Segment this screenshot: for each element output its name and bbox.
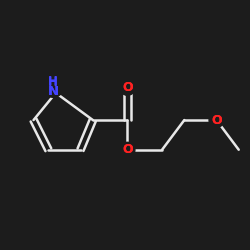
Text: O: O [122, 82, 133, 94]
Text: O: O [211, 114, 222, 126]
Text: O: O [211, 114, 222, 126]
Circle shape [120, 80, 135, 95]
Text: N: N [48, 85, 59, 98]
Text: H: H [48, 75, 58, 88]
Text: O: O [122, 143, 133, 156]
Text: O: O [122, 82, 133, 94]
Circle shape [120, 142, 135, 157]
Text: H: H [48, 76, 58, 89]
Circle shape [44, 78, 63, 97]
Circle shape [209, 113, 224, 128]
Text: N: N [48, 85, 59, 98]
Text: O: O [122, 143, 133, 156]
